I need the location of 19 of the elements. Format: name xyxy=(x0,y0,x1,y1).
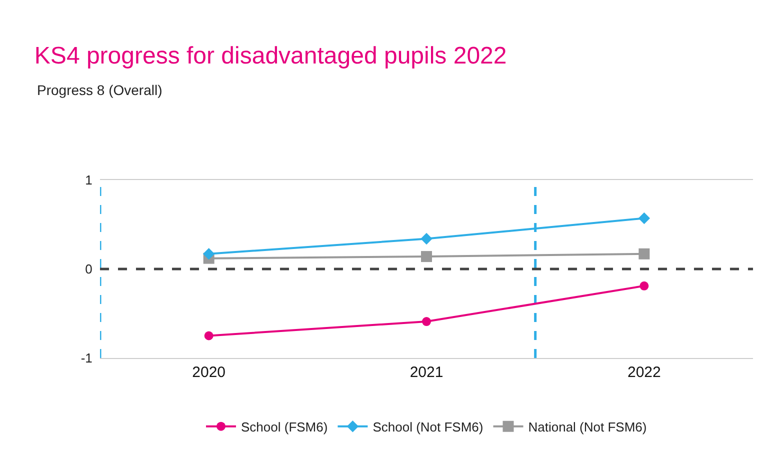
x-tick-label: 2022 xyxy=(627,364,661,381)
legend-label: National (Not FSM6) xyxy=(528,419,647,434)
y-tick-label: 1 xyxy=(85,172,92,188)
point xyxy=(640,281,649,290)
legend-label: School (Not FSM6) xyxy=(372,419,484,434)
point xyxy=(638,248,650,260)
x-tick-label: 2020 xyxy=(192,364,226,381)
point xyxy=(638,212,650,224)
legend-label: School (FSM6) xyxy=(241,419,328,434)
point xyxy=(202,248,215,260)
point xyxy=(421,251,432,262)
y-tick-label: 0 xyxy=(85,262,92,277)
text: Progress 8 (Overall) xyxy=(37,82,162,98)
point xyxy=(204,331,214,340)
y-tick-label: -1 xyxy=(80,350,92,366)
point xyxy=(422,317,431,326)
chart-title: KS4 progress for disadvantaged pupils 2022 xyxy=(34,42,507,70)
x-tick-label: 2021 xyxy=(410,364,444,381)
point xyxy=(420,232,432,245)
